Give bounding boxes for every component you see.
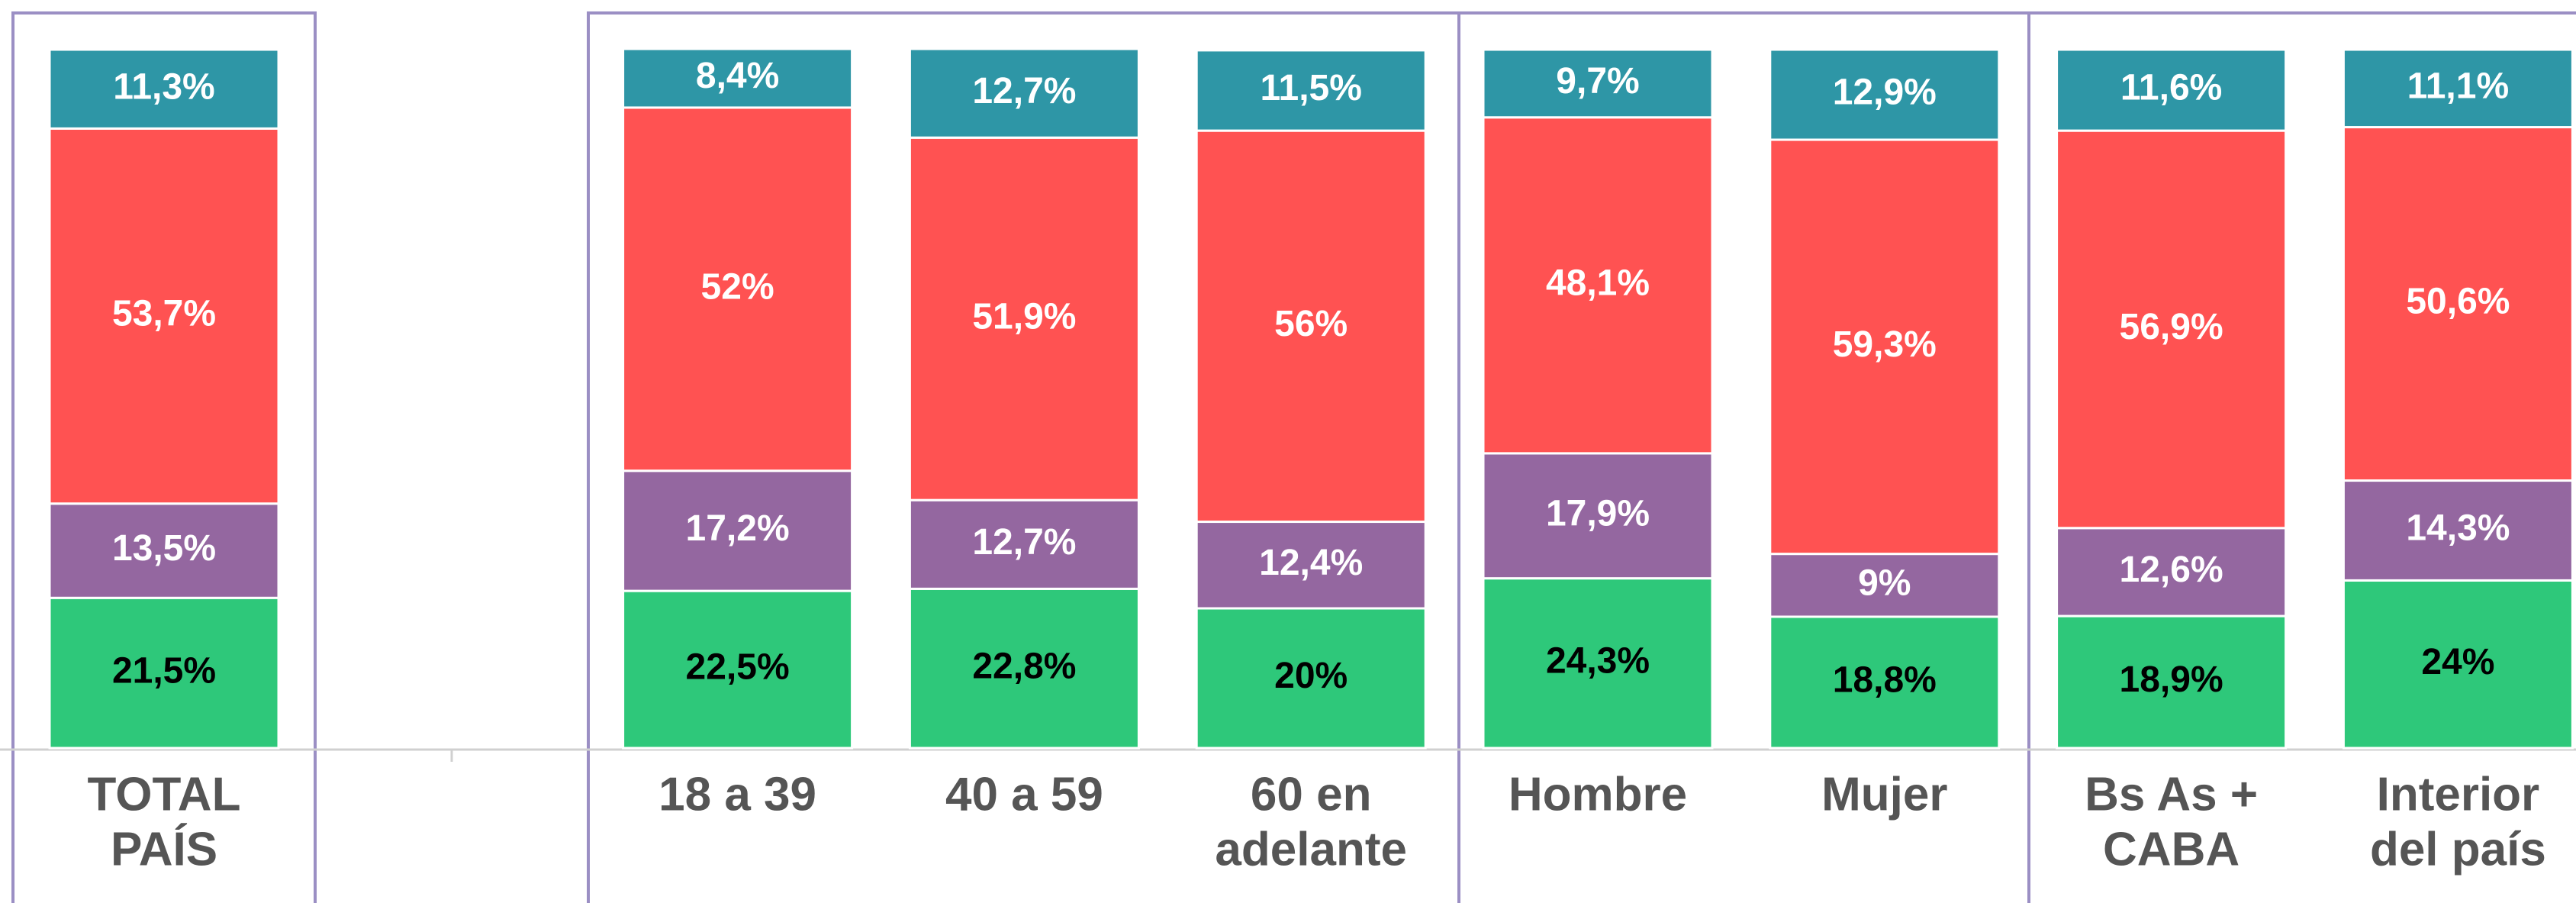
- data-label: 17,2%: [686, 508, 790, 549]
- data-label: 18,8%: [1833, 660, 1937, 701]
- data-label: 53,7%: [112, 294, 216, 334]
- bar-segment: [48, 127, 280, 505]
- bar-segment: [2056, 48, 2288, 132]
- data-label: 22,5%: [686, 647, 790, 688]
- bar-segment: [48, 502, 280, 599]
- x-tick-label: 60 en: [1251, 768, 1372, 821]
- x-tick-label: Interior: [2377, 768, 2540, 821]
- bar-segment: [1195, 607, 1427, 750]
- bar-segment: [2342, 126, 2574, 482]
- data-label: 13,5%: [112, 528, 216, 569]
- data-label: 22,8%: [972, 646, 1076, 686]
- x-tick-label: Mujer: [1821, 768, 1947, 821]
- bar-segment: [622, 47, 854, 109]
- x-tick-label: TOTAL: [88, 768, 241, 821]
- data-label: 12,7%: [972, 522, 1076, 563]
- x-tick-label: del país: [2370, 823, 2546, 876]
- bar-segment: [1482, 48, 1714, 119]
- bar-segment: [2342, 48, 2574, 129]
- x-tick-label: 18 a 39: [658, 768, 816, 821]
- group-frame: [587, 11, 2576, 903]
- data-label: 9%: [1858, 563, 1911, 603]
- bar-segment: [1195, 521, 1427, 610]
- bar-segment: [908, 136, 1140, 501]
- data-label: 11,6%: [2120, 68, 2222, 108]
- bar-segment: [1769, 615, 2001, 750]
- data-label: 12,7%: [972, 71, 1076, 111]
- bar-segment: [622, 589, 854, 750]
- x-tick-label: PAÍS: [111, 823, 217, 876]
- data-label: 24,3%: [1546, 640, 1650, 681]
- bar-segment: [1769, 138, 2001, 556]
- data-label: 20%: [1274, 656, 1348, 696]
- data-label: 11,1%: [2407, 66, 2509, 106]
- data-label: 24%: [2421, 642, 2494, 682]
- bar-segment: [908, 498, 1140, 590]
- x-tick-label: Hombre: [1509, 768, 1687, 821]
- bar-segment: [2342, 479, 2574, 582]
- bar-segment: [2056, 614, 2288, 750]
- bar-segment: [2342, 579, 2574, 750]
- bar-segment: [48, 48, 280, 130]
- bar-segment: [622, 106, 854, 472]
- data-label: 17,9%: [1546, 493, 1650, 534]
- group-frame: [11, 11, 317, 903]
- data-label: 12,9%: [1833, 73, 1937, 113]
- data-label: 12,6%: [2120, 550, 2223, 590]
- data-label: 52%: [701, 267, 774, 308]
- bar-segment: [48, 596, 280, 750]
- data-label: 9,7%: [1556, 61, 1639, 102]
- data-label: 51,9%: [972, 296, 1076, 337]
- bar-segment: [622, 469, 854, 592]
- data-label: 11,3%: [113, 66, 214, 107]
- x-tick-label: Bs As +: [2085, 768, 2258, 821]
- bar-segment: [2056, 129, 2288, 530]
- data-label: 14,3%: [2406, 508, 2510, 549]
- bar-segment: [908, 47, 1140, 139]
- bar-segment: [1195, 129, 1427, 524]
- x-tick-label: adelante: [1215, 823, 1407, 876]
- bar-segment: [2056, 527, 2288, 618]
- data-label: 56,9%: [2120, 307, 2223, 347]
- bar-segment: [1482, 116, 1714, 455]
- data-label: 21,5%: [112, 650, 216, 691]
- bar-segment: [1769, 48, 2001, 141]
- data-label: 12,4%: [1259, 543, 1363, 583]
- data-label: 50,6%: [2406, 282, 2510, 322]
- data-label: 18,9%: [2120, 660, 2223, 700]
- data-label: 48,1%: [1546, 263, 1650, 303]
- x-tick-label: 40 a 59: [945, 768, 1103, 821]
- data-label: 11,5%: [1260, 68, 1361, 108]
- data-label: 8,4%: [696, 56, 779, 96]
- bar-segment: [908, 587, 1140, 750]
- x-tick-label: CABA: [2103, 823, 2240, 876]
- bar-segment: [1769, 553, 2001, 618]
- data-label: 56%: [1274, 304, 1348, 344]
- bar-segment: [1195, 49, 1427, 132]
- bar-segment: [1482, 577, 1714, 750]
- data-label: 59,3%: [1833, 324, 1937, 365]
